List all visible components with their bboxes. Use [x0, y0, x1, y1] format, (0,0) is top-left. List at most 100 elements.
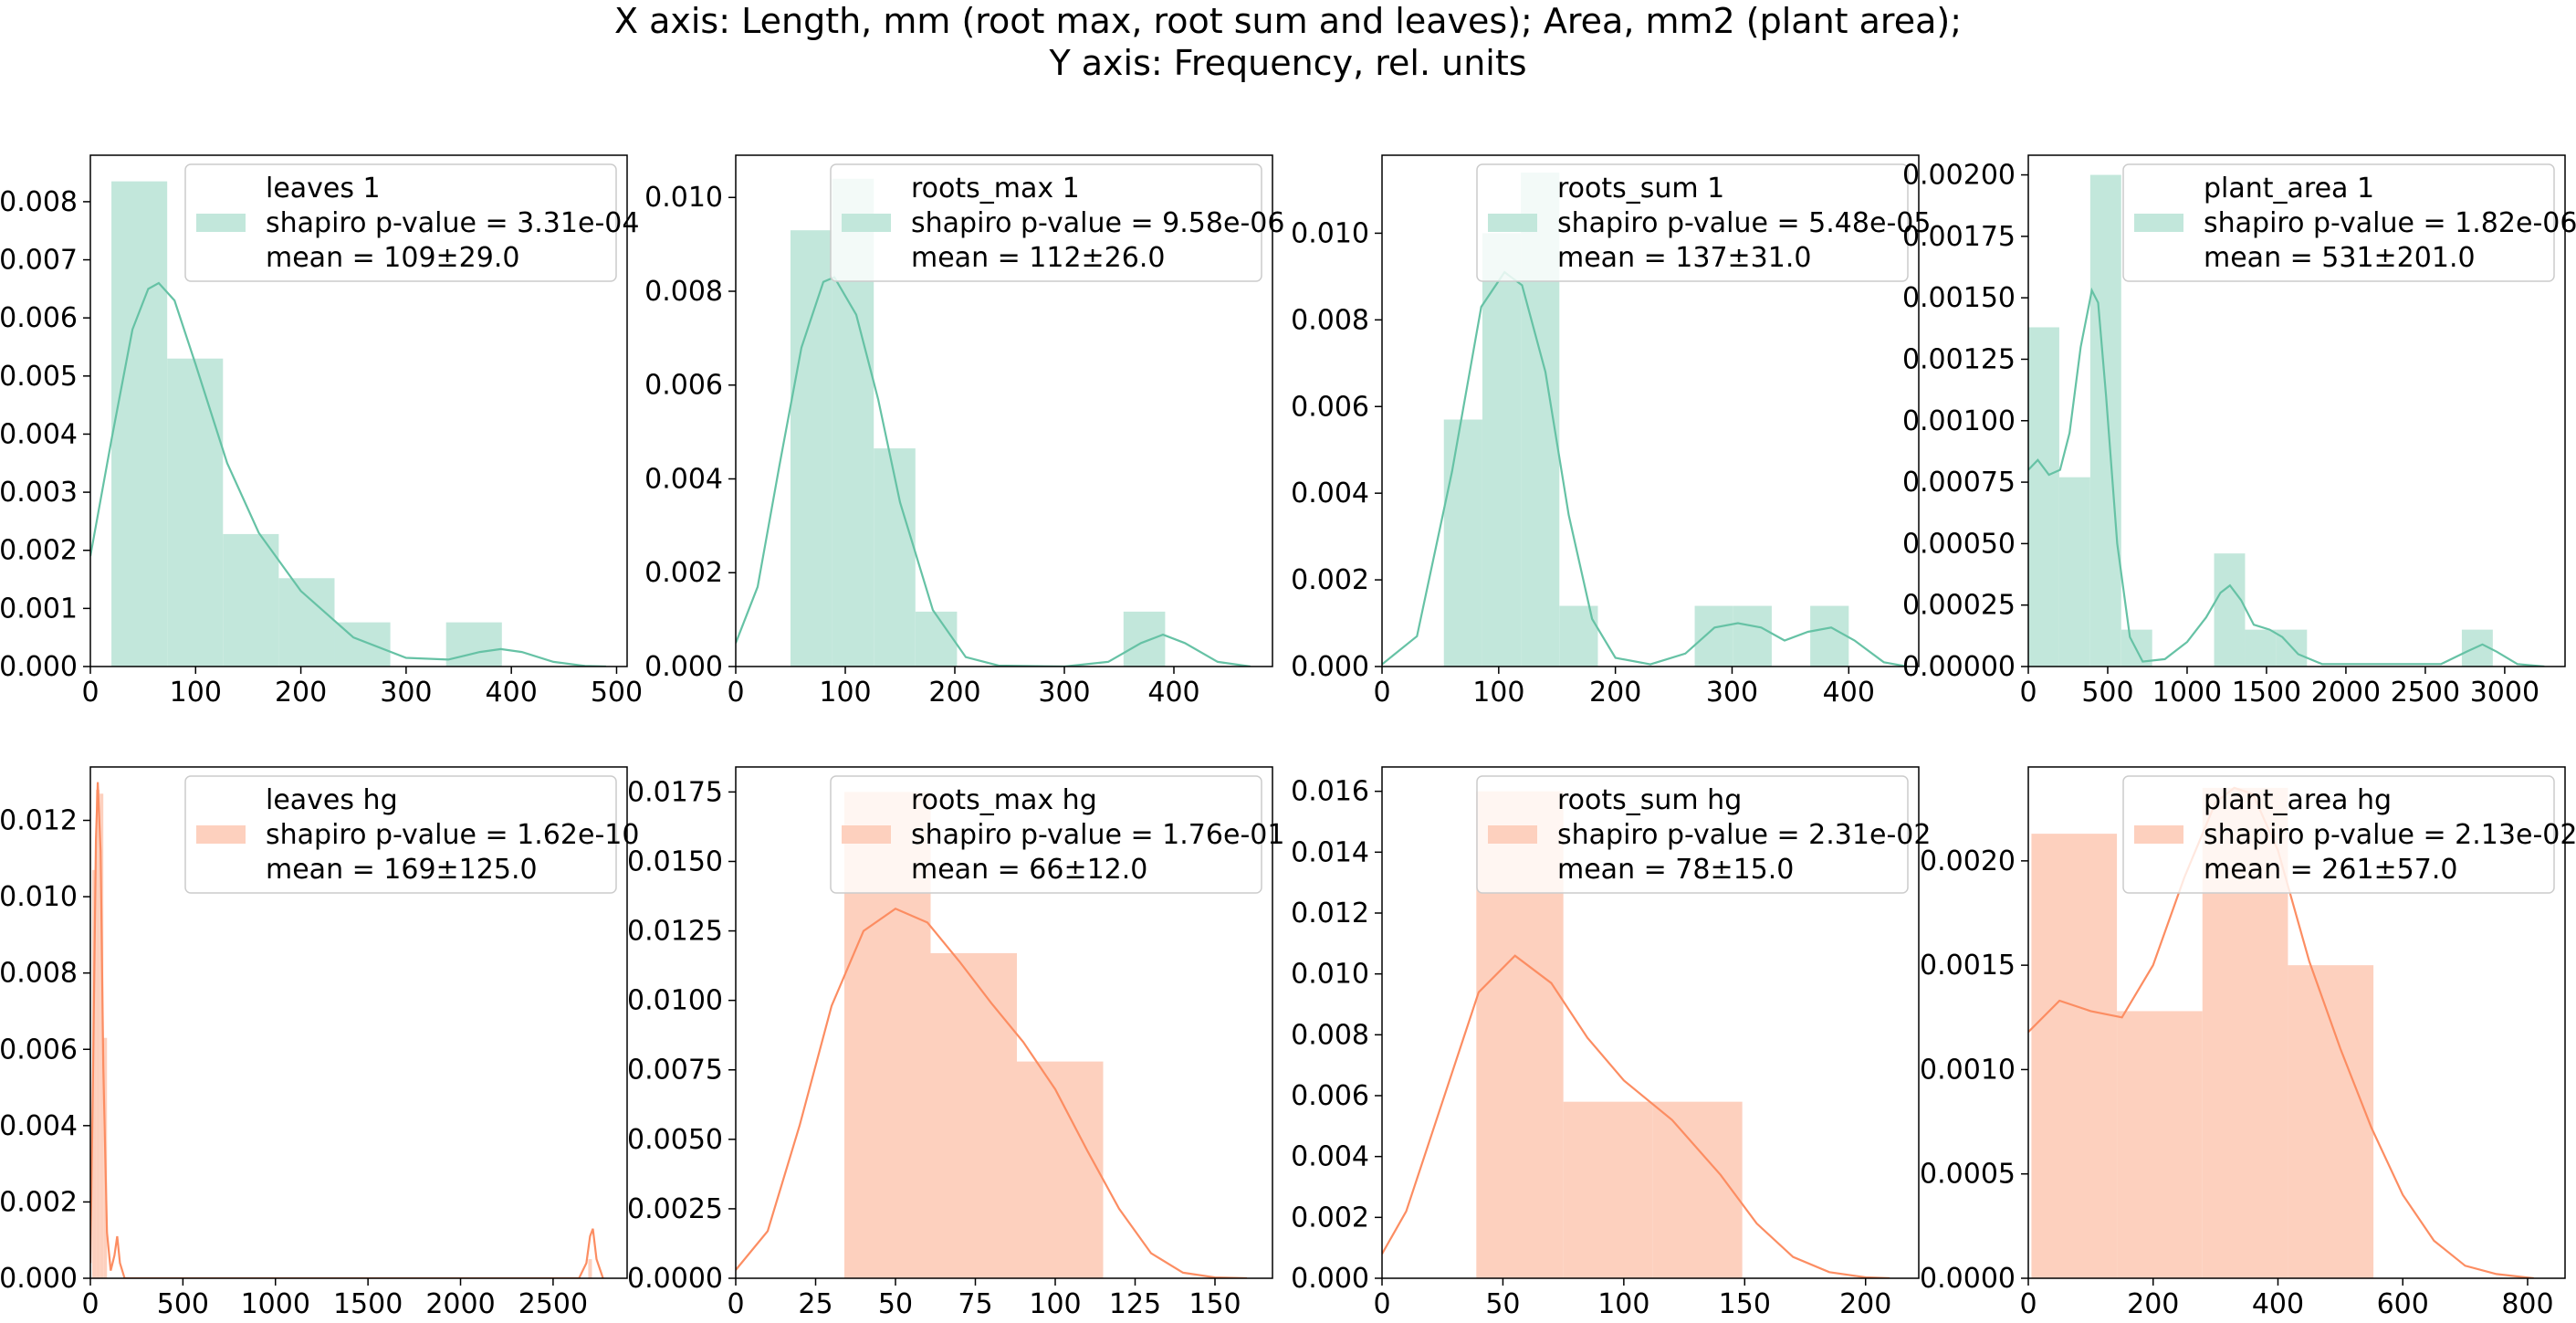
x-tick-label: 75 [958, 1288, 992, 1320]
legend-line: shapiro p-value = 1.62e-10 [266, 819, 639, 851]
legend-line: plant_area 1 [2204, 173, 2374, 205]
y-tick-label: 0.006 [1291, 391, 1369, 423]
x-tick-label: 2500 [2391, 677, 2460, 709]
legend-box [1476, 163, 1909, 282]
figure-title: X axis: Length, mm (root max, root sum a… [0, 0, 2576, 84]
x-tick-label: 0 [81, 677, 99, 709]
y-tick-label: 0.00050 [1902, 528, 2016, 560]
axes-frame [2027, 766, 2566, 1279]
y-tick-label: 0.010 [644, 182, 723, 214]
x-tick-label: 2000 [2311, 677, 2381, 709]
y-tick-label: 0.016 [1291, 776, 1369, 808]
legend-swatch [2134, 825, 2183, 844]
histogram-bar [445, 622, 502, 667]
y-tick-label: 0.003 [0, 477, 78, 509]
y-tick-label: 0.006 [0, 302, 78, 334]
y-tick-label: 0.0010 [1920, 1054, 2016, 1086]
y-tick-label: 0.014 [1291, 836, 1369, 868]
kde-curve [1382, 270, 1908, 667]
histogram-bar [915, 611, 958, 667]
y-tick-label: 0.00150 [1902, 282, 2016, 314]
histogram-bar [92, 869, 97, 1278]
x-tick-label: 300 [1038, 677, 1090, 709]
x-tick-label: 200 [2127, 1288, 2179, 1320]
histogram-bar [278, 578, 335, 667]
x-tick-label: 100 [170, 677, 222, 709]
plot-area [1382, 791, 1890, 1278]
x-tick-label: 300 [380, 677, 432, 709]
legend-line: shapiro p-value = 9.58e-06 [911, 207, 1284, 239]
legend-box [2122, 163, 2555, 282]
x-tick-label: 3000 [2470, 677, 2539, 709]
figure-title-line-1: X axis: Length, mm (root max, root sum a… [613, 1, 1963, 41]
legend-box [2122, 775, 2555, 894]
y-tick-label: 0.00100 [1902, 405, 2016, 437]
y-tick-label: 0.002 [1291, 1202, 1369, 1234]
y-tick-label: 0.007 [0, 245, 78, 277]
x-tick-label: 1500 [2232, 677, 2301, 709]
histogram-bar [2214, 553, 2246, 667]
legend-box [1476, 775, 1909, 894]
histogram-bar [2031, 834, 2118, 1278]
y-tick-label: 0.010 [1291, 217, 1369, 249]
y-tick-label: 0.0050 [627, 1124, 723, 1156]
y-tick-label: 0.002 [0, 1186, 78, 1218]
x-tick-label: 0 [2019, 677, 2037, 709]
y-tick-label: 0.006 [1291, 1080, 1369, 1112]
histogram-bar [1563, 1101, 1653, 1278]
axes-frame [1381, 154, 1920, 667]
y-tick-label: 0.0175 [627, 776, 723, 808]
x-tick-label: 500 [591, 677, 643, 709]
y-tick-label: 0.002 [1291, 564, 1369, 596]
legend-line: roots_sum hg [1557, 784, 1742, 816]
legend-box [830, 163, 1262, 282]
x-tick-label: 2500 [518, 1288, 588, 1320]
x-tick-label: 0 [2019, 1288, 2037, 1320]
histogram-bar [2089, 174, 2121, 667]
legend-line: shapiro p-value = 2.31e-02 [1557, 819, 1931, 851]
x-tick-label: 400 [2252, 1288, 2304, 1320]
legend-box [830, 775, 1262, 894]
plot-area [2028, 174, 2545, 667]
x-tick-label: 100 [1029, 1288, 1081, 1320]
y-tick-label: 0.008 [0, 958, 78, 990]
x-tick-label: 0 [81, 1288, 99, 1320]
plot-area [90, 782, 604, 1278]
y-tick-label: 0.0100 [627, 985, 723, 1017]
legend-swatch [196, 214, 246, 232]
legend-line: mean = 261±57.0 [2204, 854, 2457, 886]
legend-line: shapiro p-value = 3.31e-04 [266, 207, 639, 239]
kde-curve [2028, 287, 2545, 667]
axes-frame [735, 154, 1273, 667]
histogram-bar [2245, 629, 2277, 667]
kde-curve [90, 281, 606, 667]
histogram-bar [99, 793, 104, 1278]
y-tick-label: 0.006 [0, 1034, 78, 1066]
y-tick-label: 0.0015 [1920, 950, 2016, 982]
legend-line: mean = 109±29.0 [266, 242, 519, 274]
legend-box [184, 775, 617, 894]
x-tick-label: 200 [1839, 1288, 1891, 1320]
x-tick-label: 100 [1597, 1288, 1649, 1320]
kde-curve [90, 782, 604, 1278]
y-tick-label: 0.008 [1291, 1019, 1369, 1051]
histogram-bar [223, 533, 279, 667]
y-tick-label: 0.00025 [1902, 590, 2016, 622]
y-tick-label: 0.000 [0, 651, 78, 683]
x-tick-label: 150 [1719, 1288, 1771, 1320]
y-tick-label: 0.008 [1291, 304, 1369, 336]
histogram-bar [1733, 605, 1772, 667]
y-tick-label: 0.0025 [627, 1193, 723, 1225]
subplot-plant-area-hg: 0 200 400 600 800 0.0000 0.0005 0.0010 0.0015 0.0… [1920, 766, 2576, 1320]
histogram-bar [2117, 1011, 2203, 1278]
legend-line: shapiro p-value = 1.76e-01 [911, 819, 1284, 851]
x-tick-label: 1000 [241, 1288, 310, 1320]
y-tick-label: 0.00125 [1902, 343, 2016, 375]
x-tick-label: 400 [486, 677, 538, 709]
legend-swatch [2134, 214, 2183, 232]
x-tick-label: 100 [1472, 677, 1524, 709]
y-tick-label: 0.0150 [627, 845, 723, 877]
